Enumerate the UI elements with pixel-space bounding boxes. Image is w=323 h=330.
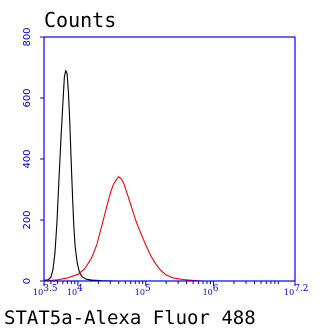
x-tick-label: 103.5 [33, 284, 58, 297]
x-tick-label: 105 [135, 284, 151, 297]
x-tick-label: 107.2 [284, 284, 309, 297]
series-line-2 [43, 176, 214, 282]
y-tick-label: 200 [22, 210, 33, 229]
y-tick-label: 600 [22, 88, 33, 107]
plot-area: 0 200 400 600 800 103.5 104 105 106 107.2 [22, 27, 309, 297]
plot-frame [43, 36, 296, 282]
chart-title: Counts [44, 8, 116, 32]
y-tick-label: 400 [22, 149, 33, 168]
x-axis-label: STAT5a-Alexa Fluor 488 [4, 307, 256, 329]
x-tick-label: 104 [67, 284, 83, 297]
y-tick-label: 800 [22, 27, 33, 46]
y-tick-label: 0 [22, 278, 33, 284]
x-tick-label: 106 [203, 284, 219, 297]
series-line-1 [43, 69, 160, 282]
